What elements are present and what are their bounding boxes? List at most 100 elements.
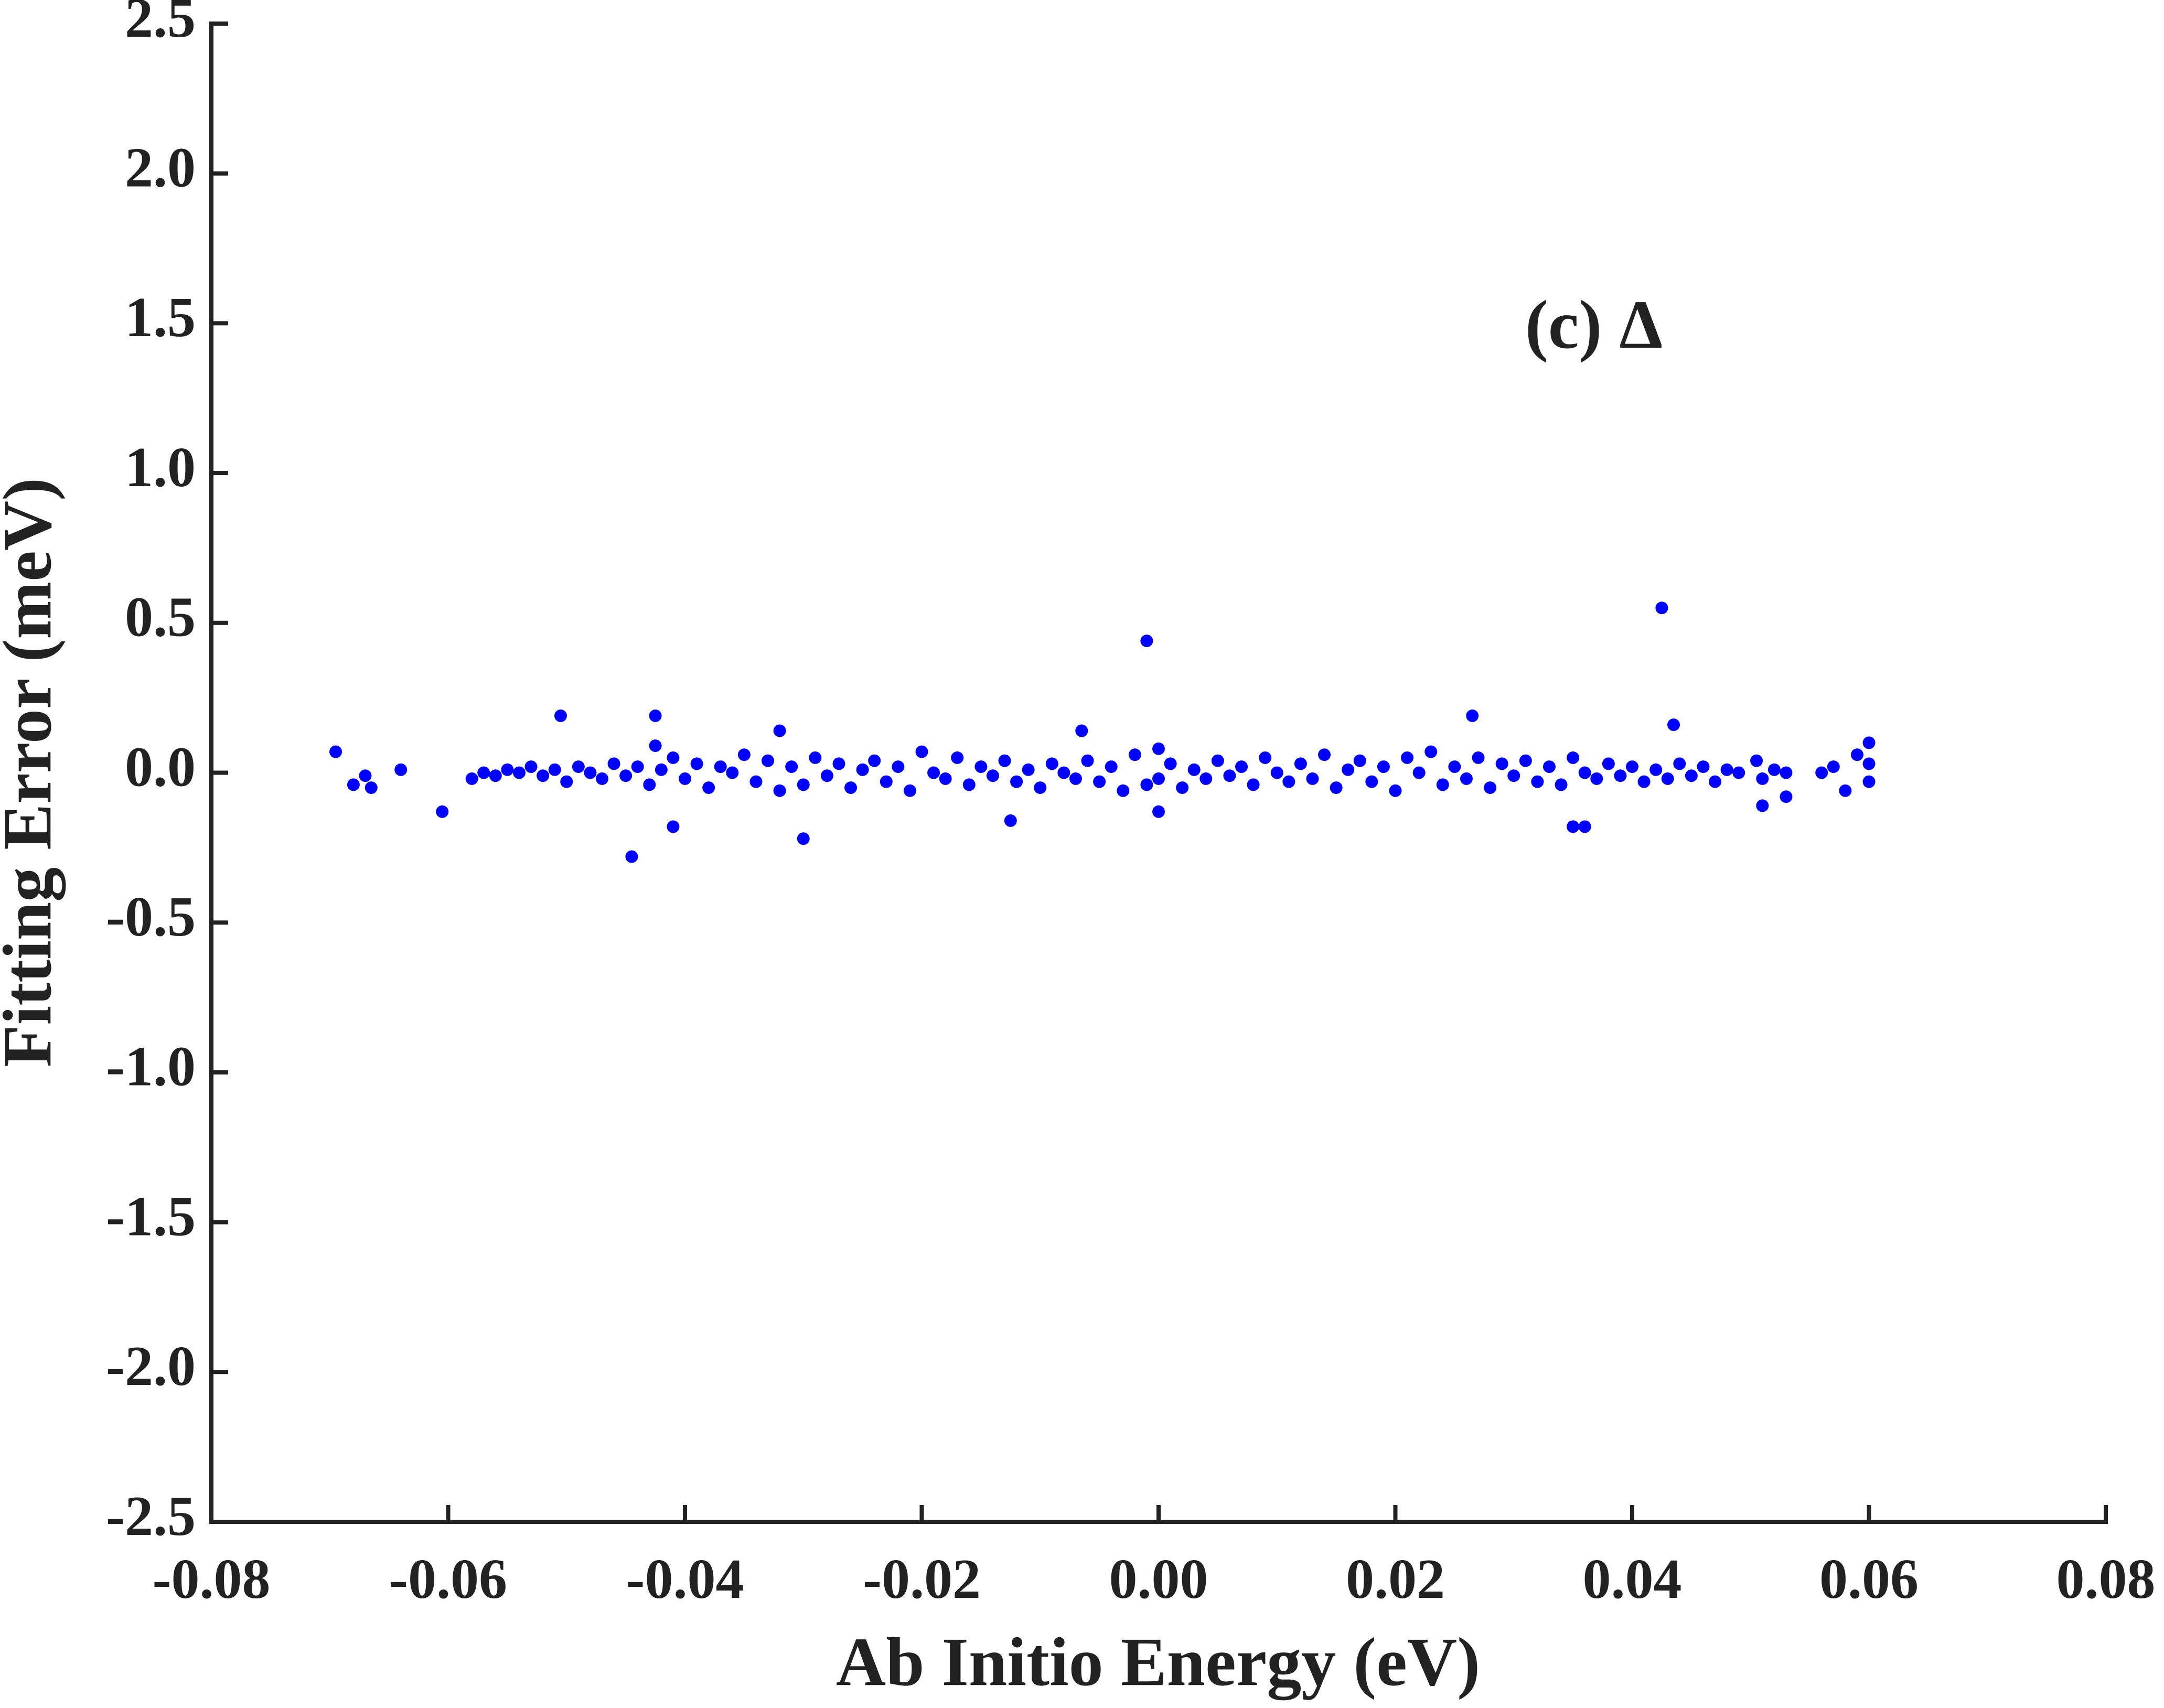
point (1294, 757, 1307, 770)
point (915, 745, 928, 758)
y-tick-label: -0.5 (106, 886, 196, 948)
point (726, 766, 739, 779)
point (1010, 775, 1023, 788)
point (329, 745, 342, 758)
point (1567, 751, 1580, 764)
point (927, 766, 940, 779)
y-tick-label: -1.5 (106, 1185, 196, 1248)
point (1815, 766, 1828, 779)
x-tick-label: 0.02 (1346, 1548, 1445, 1610)
point (1152, 805, 1165, 818)
point (1626, 760, 1638, 774)
point (465, 772, 478, 785)
point (892, 760, 905, 774)
y-axis-label: Fitting Error (meV) (0, 478, 66, 1067)
point (1187, 763, 1201, 776)
point (998, 754, 1011, 767)
point (1117, 784, 1130, 797)
point (1247, 778, 1260, 791)
point (1069, 772, 1082, 785)
point (1531, 775, 1544, 788)
point (880, 775, 893, 788)
point (1342, 763, 1355, 776)
point (1756, 799, 1769, 812)
point (797, 778, 810, 791)
point (986, 769, 999, 782)
point (1424, 745, 1438, 758)
point (1436, 778, 1449, 791)
point (1223, 769, 1236, 782)
point (1655, 601, 1668, 615)
point (667, 820, 680, 833)
point (1330, 781, 1343, 794)
point (1780, 790, 1793, 803)
x-axis-label: Ab Initio Energy (eV) (836, 1623, 1480, 1700)
point (1862, 757, 1876, 770)
point (1614, 769, 1627, 782)
x-tick-label: 0.06 (1819, 1548, 1919, 1610)
point (1093, 775, 1106, 788)
point (537, 769, 550, 782)
point (1472, 751, 1485, 764)
point (1306, 772, 1319, 785)
y-tick-label: -1.0 (106, 1036, 196, 1098)
point (820, 769, 833, 782)
point (554, 709, 567, 722)
point (1542, 760, 1556, 774)
point (1022, 763, 1035, 776)
point (679, 772, 691, 785)
point (1839, 784, 1852, 797)
x-tick-label: -0.06 (389, 1548, 507, 1610)
point (1495, 757, 1508, 770)
point (643, 778, 656, 791)
point (951, 751, 964, 764)
point (1377, 760, 1390, 774)
point (1105, 760, 1118, 774)
point (1152, 742, 1165, 755)
point (962, 778, 976, 791)
point (667, 751, 680, 764)
point (655, 763, 668, 776)
point (762, 754, 775, 767)
point (1673, 757, 1686, 770)
point (631, 760, 644, 774)
x-tick-label: -0.08 (153, 1548, 271, 1610)
point (1270, 766, 1283, 779)
point (1448, 760, 1461, 774)
point (773, 724, 786, 737)
point (1211, 754, 1224, 767)
point (714, 760, 727, 774)
point (1128, 748, 1141, 761)
point (1057, 766, 1070, 779)
y-tick-label: 2.5 (125, 0, 196, 49)
point (489, 769, 502, 782)
point (749, 775, 763, 788)
point (649, 709, 662, 722)
y-tick-label: 1.0 (125, 436, 196, 499)
point (347, 778, 360, 791)
point (625, 850, 638, 863)
point (1140, 778, 1153, 791)
x-tick-label: 0.08 (2056, 1548, 2156, 1610)
point (1578, 766, 1591, 779)
point (903, 784, 916, 797)
y-tick-label: 0.0 (125, 736, 196, 798)
x-tick-label: 0.00 (1109, 1548, 1208, 1610)
point (702, 781, 715, 794)
point (1590, 772, 1603, 785)
point (1827, 760, 1840, 774)
point (1075, 724, 1088, 737)
y-tick-label: 0.5 (125, 586, 196, 649)
point (1365, 775, 1378, 788)
point (1353, 754, 1366, 767)
point (548, 763, 561, 776)
point (690, 757, 703, 770)
point (1519, 754, 1532, 767)
point (974, 760, 988, 774)
point (1081, 754, 1094, 767)
point (1140, 635, 1153, 648)
point (1259, 751, 1272, 764)
point (1466, 709, 1479, 722)
point (1767, 763, 1781, 776)
